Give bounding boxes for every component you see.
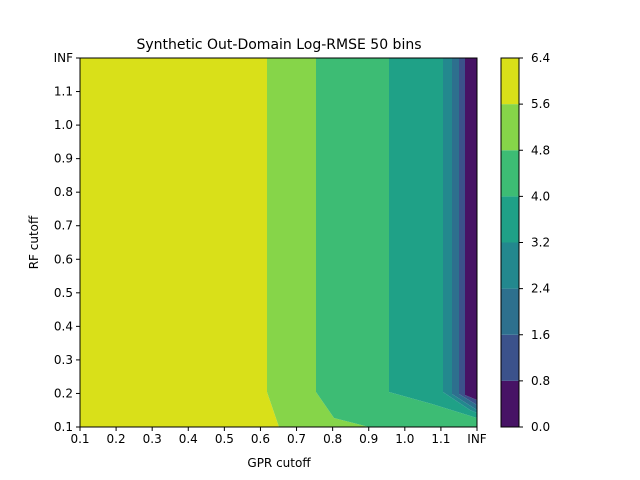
colorbar-band (501, 150, 519, 197)
x-axis-label: GPR cutoff (247, 456, 311, 470)
colorbar-tick-label: 4.8 (531, 143, 550, 157)
y-tick-label: 0.4 (54, 319, 73, 333)
x-tick-label: 1.1 (431, 432, 450, 446)
colorbar-tick-label: 3.2 (531, 236, 550, 250)
x-tick-label: 0.1 (70, 432, 89, 446)
y-tick-label: 0.2 (54, 386, 73, 400)
colorbar-band (501, 104, 519, 151)
y-tick-label: INF (54, 51, 74, 65)
contour-plot-area (79, 57, 478, 428)
contour-band-4.8-5.6 (267, 58, 369, 427)
contour-band-4.0-4.8 (316, 58, 477, 427)
y-tick-label: 0.5 (54, 286, 73, 300)
x-tick-label: 0.8 (323, 432, 342, 446)
colorbar-band (501, 380, 519, 427)
y-tick-label: 0.9 (54, 152, 73, 166)
colorbar-ticks: 0.0 0.8 1.6 2.4 3.2 4.0 4.8 5.6 6.4 (519, 51, 550, 434)
x-tick-label: 0.9 (359, 432, 378, 446)
colorbar-band (501, 196, 519, 243)
contour-band-5.6-6.4 (80, 58, 279, 427)
contour-band-3.2-4.0 (389, 58, 477, 418)
x-tick-label: 0.6 (251, 432, 270, 446)
x-tick-label: 0.5 (215, 432, 234, 446)
colorbar-band (501, 288, 519, 335)
y-tick-label: 0.3 (54, 353, 73, 367)
y-tick-label: 0.6 (54, 252, 73, 266)
colorbar-tick-label: 4.0 (531, 189, 550, 203)
y-tick-label: 0.8 (54, 185, 73, 199)
colorbar-band (501, 58, 519, 105)
chart-title: Synthetic Out-Domain Log-RMSE 50 bins (136, 37, 421, 53)
colorbar-tick-label: 5.6 (531, 97, 550, 111)
contour-band-2.4-3.2 (443, 58, 477, 413)
y-axis-label: RF cutoff (27, 215, 41, 269)
y-tick-label: 1.1 (54, 85, 73, 99)
colorbar-band (501, 334, 519, 381)
colorbar-tick-label: 2.4 (531, 282, 550, 296)
colorbar-tick-label: 0.8 (531, 374, 550, 388)
x-tick-label: INF (467, 432, 487, 446)
x-tick-label: 0.2 (107, 432, 126, 446)
contour-band-0.8-1.6 (459, 58, 477, 405)
x-tick-label: 0.7 (287, 432, 306, 446)
y-tick-label: 1.0 (54, 118, 73, 132)
colorbar (500, 57, 520, 428)
plot-frame (79, 57, 478, 428)
y-tick-label: 0.7 (54, 219, 73, 233)
x-tick-label: 1.0 (395, 432, 414, 446)
x-tick-label: 0.4 (179, 432, 198, 446)
colorbar-tick-label: 6.4 (531, 51, 550, 65)
x-axis: 0.1 0.2 0.3 0.4 0.5 0.6 0.7 0.8 0.9 1.0 1.1 INF (70, 427, 487, 446)
y-tick-label: 0.1 (54, 420, 73, 434)
colorbar-tick-label: 1.6 (531, 328, 550, 342)
contour-band-0.0-0.8 (465, 58, 477, 400)
contour-band-1.6-2.4 (452, 58, 477, 410)
colorbar-band (501, 242, 519, 289)
colorbar-tick-label: 0.0 (531, 420, 550, 434)
x-tick-label: 0.3 (143, 432, 162, 446)
y-axis: 0.1 0.2 0.3 0.4 0.5 0.6 0.7 0.8 0.9 1.0 1.1 INF (54, 51, 80, 434)
